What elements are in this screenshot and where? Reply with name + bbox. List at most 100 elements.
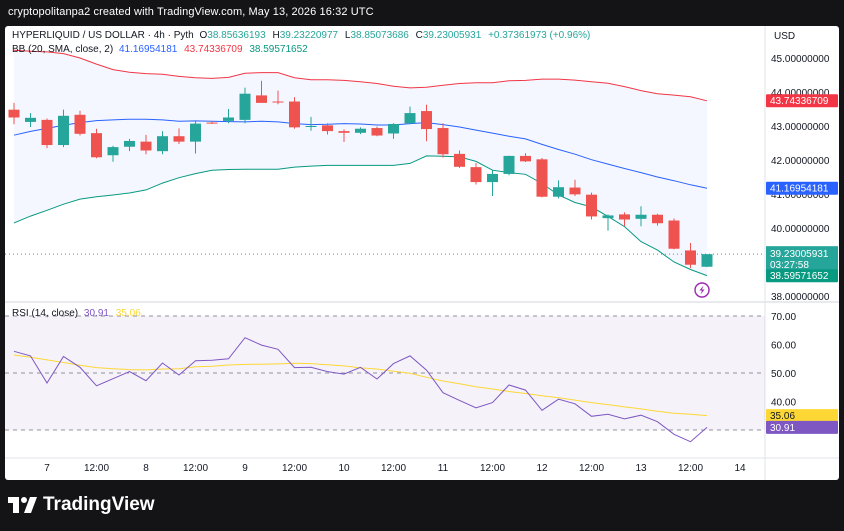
candle-body: [74, 114, 86, 134]
tradingview-logo-icon: [8, 497, 37, 513]
legend-symbol: HYPERLIQUID / US DOLLAR · 4h · Pyth: [12, 30, 194, 41]
candle-body: [553, 187, 564, 197]
candle-body: [322, 125, 333, 132]
candle-body: [487, 173, 498, 183]
lightning-icon-bolt: [699, 285, 705, 295]
candle: [635, 206, 647, 227]
candle-body: [668, 220, 680, 249]
candle: [58, 109, 69, 148]
candle-body: [272, 101, 284, 103]
tradingview-logo[interactable]: TradingView: [8, 494, 155, 516]
candle: [124, 138, 135, 152]
bb-upper-price-tag-text: 43.74336709: [770, 96, 829, 107]
rsi-ma-tag: 35.06: [766, 409, 838, 423]
time-tick-label: 12:00: [381, 463, 406, 474]
candle-body: [338, 131, 350, 133]
time-tick-label: 12:00: [282, 463, 307, 474]
rsi-ma-tag-bg: [766, 409, 838, 423]
candle: [173, 128, 185, 145]
legend-low: 38.85073686: [350, 30, 409, 41]
price-tick-label: 43.00000000: [771, 122, 830, 133]
candle: [668, 218, 680, 250]
candle: [74, 110, 86, 136]
countdown-tag-text: 03:27:58: [770, 260, 809, 271]
legend-bb-basis: 41.16954181: [118, 44, 178, 55]
candle: [239, 87, 251, 124]
legend-bb-lower: 38.59571652: [249, 44, 308, 55]
rsi-line: [13, 337, 708, 443]
time-tick-label: 12:00: [579, 463, 604, 474]
time-tick-label: 9: [242, 463, 248, 474]
candle-body: [569, 187, 581, 195]
candle-body: [289, 101, 300, 128]
legend-rsi-ma: 35.06: [115, 308, 141, 319]
candle: [322, 123, 333, 135]
candle-body: [239, 93, 251, 120]
bb-lower-price-tag-bg: [766, 269, 838, 283]
rsi-layer: [5, 315, 765, 443]
candle-body: [437, 128, 449, 155]
legend-close-label: C: [415, 30, 423, 41]
bollinger-upper-line: [13, 49, 708, 102]
rsi-ma-tag-text: 35.06: [770, 411, 795, 422]
candle: [388, 123, 399, 139]
candle-body: [536, 159, 548, 197]
candle: [206, 121, 218, 124]
candle-body: [206, 122, 218, 124]
time-tick-label: 14: [734, 463, 746, 474]
candles-layer: [5, 80, 765, 298]
candle: [602, 214, 614, 231]
legend-change: +0.37361973 (+0.96%): [488, 30, 591, 41]
time-tick-label: 12:00: [678, 463, 703, 474]
currency-label[interactable]: USD: [774, 31, 796, 42]
axes-layer: 45.00000000 44.00000000 43.00000000 42.0000…: [44, 54, 830, 474]
bb-basis-price-tag: 41.16954181: [766, 181, 838, 195]
candle-body: [58, 115, 69, 146]
rsi-value-tag-bg: [766, 420, 838, 434]
candle: [536, 157, 548, 198]
candle: [107, 145, 119, 162]
candle: [25, 113, 36, 128]
candle-body: [91, 133, 102, 158]
candle: [355, 127, 366, 135]
candle-body: [190, 123, 201, 142]
bb-upper-price-tag-bg: [766, 94, 838, 108]
bollinger-band-fill: [14, 50, 707, 276]
candle: [503, 155, 515, 176]
rsi-tick-label: 60.00: [771, 341, 796, 352]
last-price-tag-text: 39.23005931: [770, 249, 829, 260]
chart-canvas[interactable]: 45.00000000 44.00000000 43.00000000 42.0000…: [5, 26, 839, 480]
candle-body: [107, 147, 119, 156]
bb-basis-price-tag-bg: [766, 181, 838, 195]
candle: [619, 212, 630, 226]
candle-body: [586, 194, 597, 217]
grid-layer: [5, 26, 839, 480]
last-price-tag-bg: [766, 246, 838, 273]
price-tick-label: 45.00000000: [771, 54, 830, 65]
time-tick-label: 13: [635, 463, 647, 474]
bb-lower-price-tag-text: 38.59571652: [770, 271, 829, 282]
candle: [404, 106, 416, 125]
candle-body: [173, 136, 185, 142]
price-tick-label: 40.00000000: [771, 224, 830, 235]
rsi-tick-label: 40.00: [771, 398, 796, 409]
candle-body: [635, 214, 647, 219]
candle: [454, 150, 465, 168]
candle-body: [355, 128, 366, 133]
legend-close: 39.23005931: [422, 30, 482, 41]
time-tick-label: 12: [536, 463, 548, 474]
candle-body: [520, 155, 531, 162]
candle: [157, 131, 168, 155]
bollinger-fill-layer: [14, 50, 707, 276]
bb-upper-price-tag: 43.74336709: [766, 94, 838, 108]
chart-frame[interactable]: 45.00000000 44.00000000 43.00000000 42.0000…: [5, 26, 839, 480]
candle-body: [421, 111, 432, 130]
bb-lower-price-tag: 38.59571652: [766, 269, 838, 283]
candle-body: [140, 141, 152, 151]
candle: [652, 213, 663, 226]
candle: [305, 116, 317, 131]
candle-body: [25, 117, 36, 122]
candle: [190, 121, 201, 154]
legend-rsi-value: 30.91: [83, 308, 109, 319]
